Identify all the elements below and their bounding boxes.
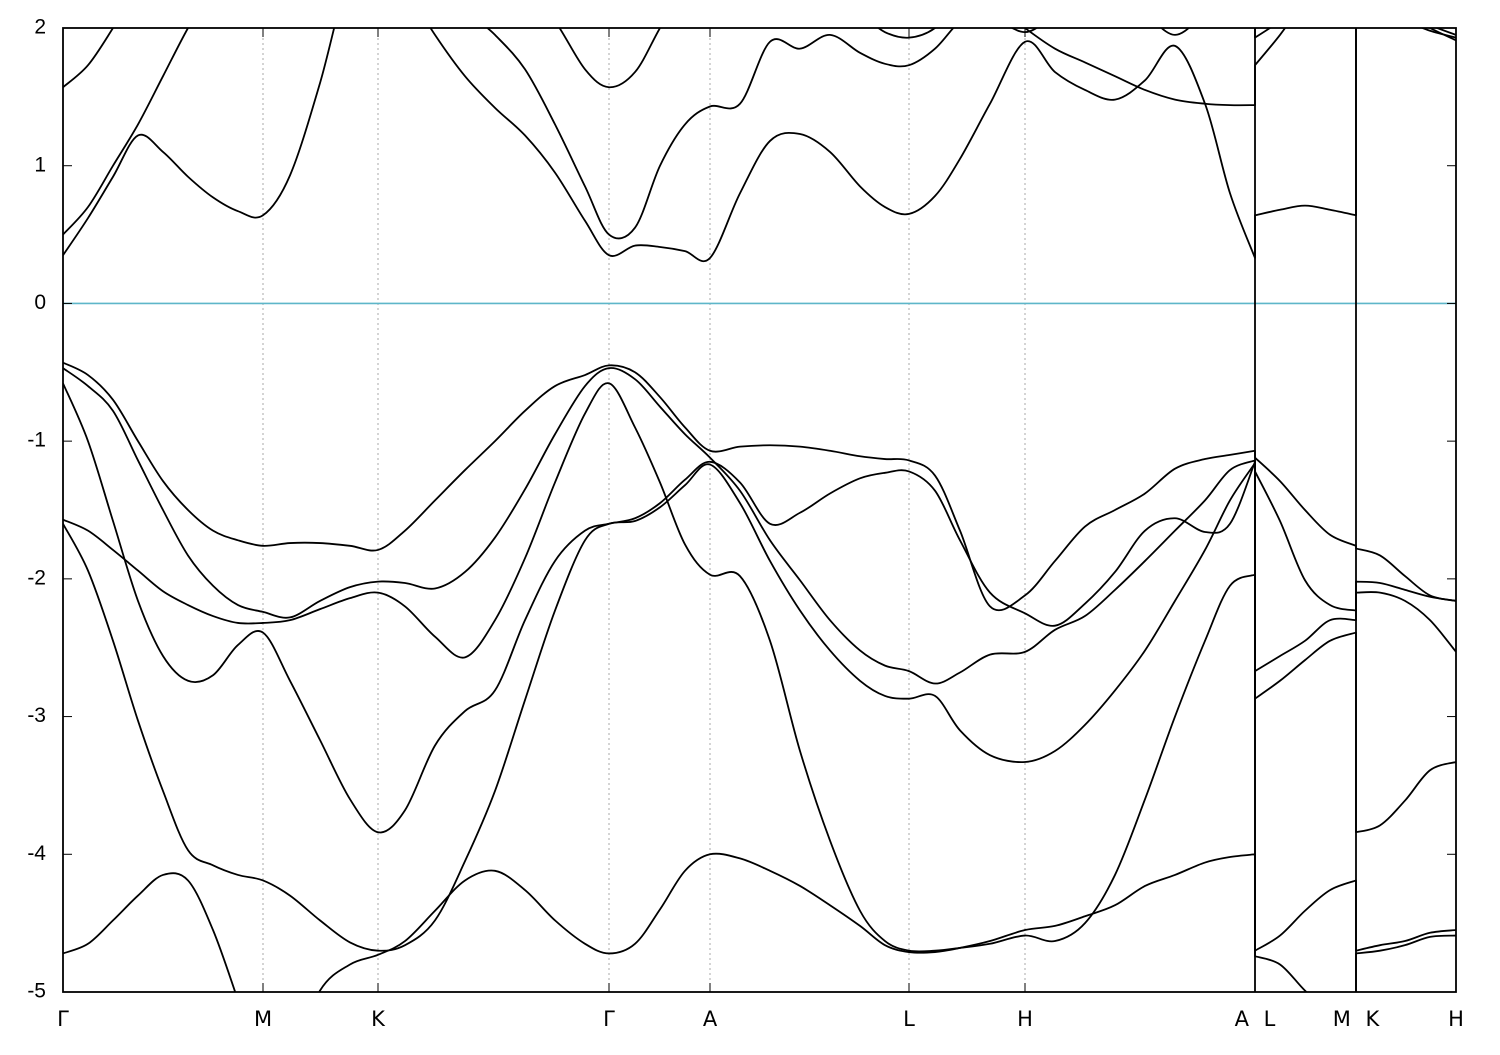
y-tick-label: 2 (34, 16, 46, 39)
y-tick-label: 1 (34, 153, 46, 176)
band-line (63, 28, 1456, 89)
y-tick-label: 0 (34, 291, 46, 314)
x-tick-label: K (371, 1007, 386, 1031)
y-tick-label: -2 (27, 566, 46, 589)
bands (63, 28, 1456, 992)
band-line (63, 367, 1456, 685)
x-tick-label: Γ (603, 1007, 615, 1031)
band-line (63, 28, 1456, 240)
x-tick-label: H (1017, 1007, 1033, 1031)
grid (63, 28, 1456, 992)
x-tick-label: A L (1235, 1007, 1276, 1031)
band-line (63, 361, 1456, 612)
y-tick-label: -3 (27, 704, 46, 727)
band-line (63, 462, 1456, 952)
axes: Γ M K Γ A L H A L M K H -5 -4 -3 -2 -1 0 1 2 (27, 16, 1464, 1031)
band-line (63, 382, 1456, 953)
y-tick-label: -4 (27, 842, 46, 865)
band-line (63, 852, 1456, 992)
x-tick-label: M (254, 1007, 272, 1031)
x-tick-label: A (703, 1007, 718, 1031)
x-tick-label: M K (1333, 1007, 1381, 1031)
x-tick-label: H (1448, 1007, 1464, 1031)
x-tick-label: L (903, 1007, 915, 1031)
band-line (63, 28, 1456, 263)
y-tick-label: -1 (27, 429, 46, 452)
y-tick-label: -5 (27, 980, 46, 1003)
band-line (63, 382, 1456, 834)
x-tick-label: Γ (57, 1007, 69, 1031)
plot-frame (62, 27, 1457, 993)
